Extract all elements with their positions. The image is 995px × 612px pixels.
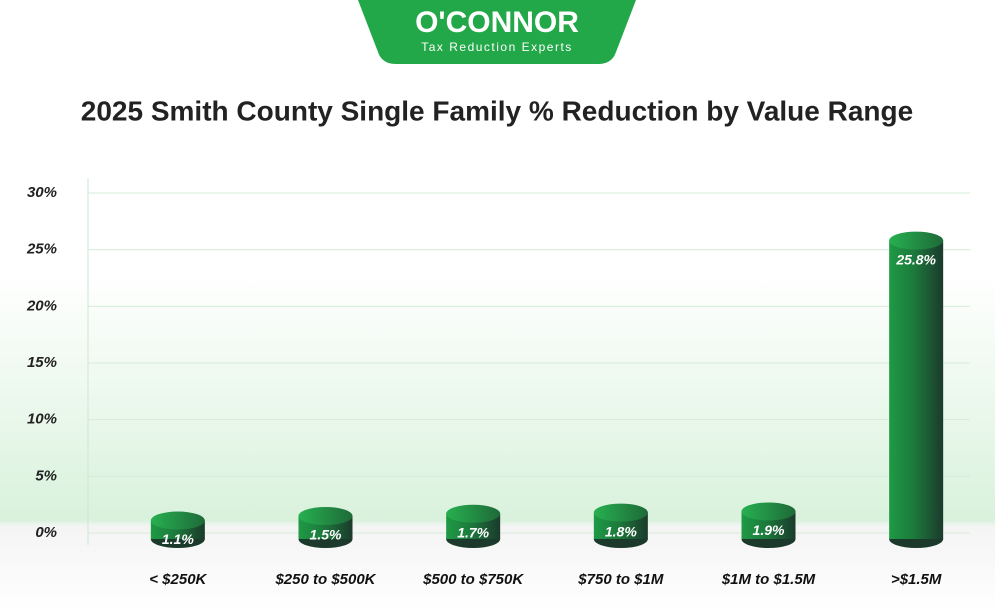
bar-top	[446, 504, 501, 523]
logo-name: O'CONNOR	[415, 6, 579, 39]
value-label: 1.7%	[457, 524, 489, 540]
bar-top	[150, 511, 205, 530]
x-tick-label: $250 to $500K	[274, 571, 376, 588]
y-tick-label: 0%	[35, 524, 57, 541]
value-label: 1.1%	[162, 531, 194, 547]
y-tick-label: 25%	[26, 241, 57, 258]
x-tick-label: $500 to $750K	[422, 571, 524, 588]
logo-tagline: Tax Reduction Experts	[421, 40, 573, 54]
x-tick-label: >$1.5M	[891, 571, 942, 588]
x-tick-label: < $250K	[149, 571, 207, 588]
logo-banner	[358, 0, 636, 64]
bar-top	[298, 507, 353, 525]
x-tick-label: $1M to $1.5M	[721, 571, 816, 588]
value-label: 1.8%	[605, 523, 637, 539]
y-tick-label: 10%	[27, 411, 57, 428]
y-tick-label: 5%	[35, 467, 57, 484]
chart-title: 2025 Smith County Single Family % Reduct…	[81, 95, 913, 126]
y-tick-label: 20%	[26, 297, 57, 314]
value-label: 1.5%	[310, 527, 342, 543]
bar-top	[741, 502, 796, 521]
y-tick-label: 30%	[27, 184, 57, 201]
bar	[889, 240, 944, 539]
bar-top	[593, 503, 648, 522]
value-label: 25.8%	[895, 251, 936, 267]
value-label: 1.9%	[753, 522, 785, 538]
bar-top	[889, 231, 944, 250]
x-tick-label: $750 to $1M	[577, 571, 664, 588]
y-tick-label: 15%	[27, 354, 57, 371]
